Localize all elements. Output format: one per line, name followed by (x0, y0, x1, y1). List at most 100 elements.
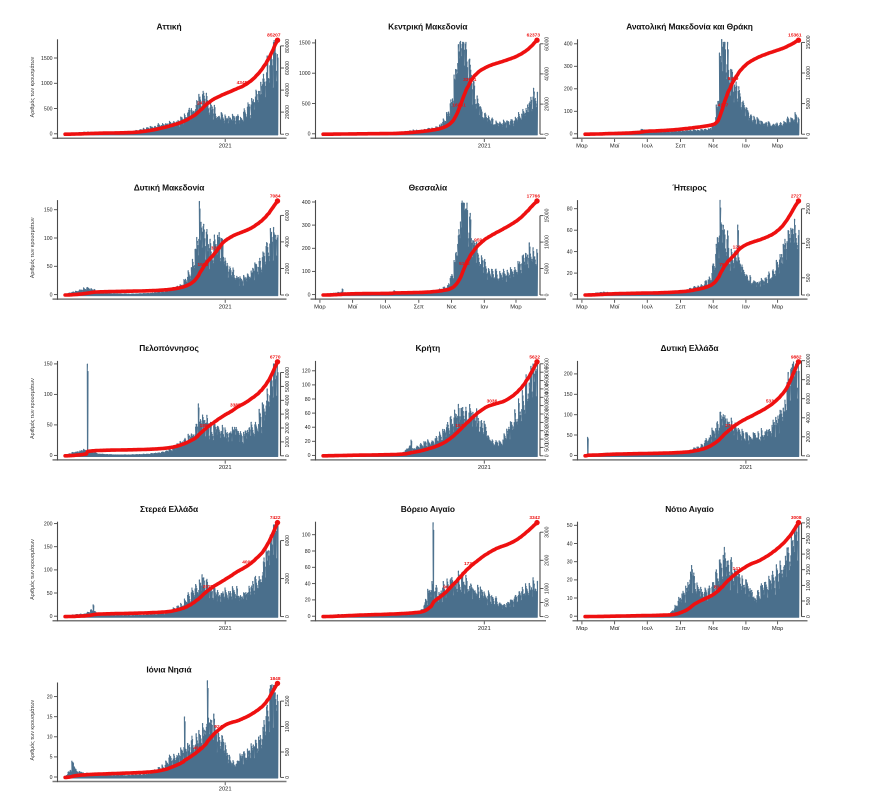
svg-text:Νοε: Νοε (708, 626, 718, 632)
svg-text:2021: 2021 (219, 626, 232, 632)
svg-text:0: 0 (806, 615, 812, 618)
svg-text:10: 10 (567, 596, 573, 602)
svg-text:3036: 3036 (487, 399, 498, 405)
svg-text:60: 60 (305, 411, 311, 417)
svg-text:Μαϊ: Μαϊ (348, 304, 358, 310)
svg-text:1000: 1000 (545, 433, 551, 444)
svg-text:120: 120 (302, 369, 311, 375)
svg-text:80: 80 (305, 549, 311, 555)
svg-text:1500: 1500 (299, 41, 311, 47)
svg-text:0: 0 (570, 453, 573, 459)
svg-text:Δυτική Μακεδονία: Δυτική Μακεδονία (134, 182, 206, 192)
svg-text:1414: 1414 (733, 566, 744, 572)
svg-text:15000: 15000 (545, 208, 551, 222)
svg-text:3008: 3008 (791, 515, 802, 521)
svg-text:Θεσσαλία: Θεσσαλία (409, 182, 448, 192)
svg-text:Νοε: Νοε (447, 304, 457, 310)
svg-text:Δυτική Ελλάδα: Δυτική Ελλάδα (661, 343, 720, 353)
svg-text:0: 0 (308, 132, 311, 138)
svg-text:300: 300 (302, 223, 311, 229)
svg-text:0: 0 (308, 614, 311, 620)
svg-text:100: 100 (564, 109, 573, 115)
svg-text:5622: 5622 (529, 354, 540, 360)
svg-text:5152: 5152 (459, 261, 470, 267)
svg-text:60: 60 (567, 228, 573, 234)
svg-text:85207: 85207 (267, 33, 281, 39)
svg-text:Στερεά Ελλάδα: Στερεά Ελλάδα (140, 504, 199, 514)
svg-text:2000: 2000 (545, 555, 551, 566)
svg-text:3342: 3342 (529, 515, 540, 521)
svg-text:1000: 1000 (41, 81, 53, 87)
svg-text:5000: 5000 (545, 263, 551, 274)
svg-text:1500: 1500 (806, 564, 812, 575)
svg-text:5500: 5500 (545, 358, 551, 369)
svg-text:200: 200 (44, 521, 53, 527)
svg-text:80: 80 (305, 397, 311, 403)
svg-text:1896: 1896 (200, 423, 211, 429)
svg-text:500: 500 (545, 598, 551, 607)
svg-text:0: 0 (806, 293, 812, 296)
svg-text:20: 20 (567, 271, 573, 277)
svg-text:Νότιο Αιγαίο: Νότιο Αιγαίο (665, 504, 714, 514)
svg-text:150: 150 (44, 208, 53, 214)
svg-text:1500: 1500 (806, 238, 812, 249)
svg-text:0: 0 (285, 776, 291, 779)
svg-text:1000: 1000 (285, 721, 291, 732)
svg-text:4500: 4500 (545, 375, 551, 386)
svg-text:9882: 9882 (791, 354, 802, 360)
svg-text:Αριθμός των κρουσμάτων: Αριθμός των κρουσμάτων (29, 700, 36, 761)
svg-text:40000: 40000 (545, 67, 551, 81)
svg-text:2021: 2021 (478, 144, 491, 150)
svg-text:Βόρειο Αιγαίο: Βόρειο Αιγαίο (401, 504, 455, 514)
svg-text:Μαϊ: Μαϊ (610, 626, 620, 632)
svg-text:1738: 1738 (464, 561, 475, 567)
svg-text:500: 500 (302, 101, 311, 107)
svg-text:3000: 3000 (806, 517, 812, 528)
svg-text:2021: 2021 (219, 144, 232, 150)
svg-text:100: 100 (44, 568, 53, 574)
svg-text:2021: 2021 (219, 465, 232, 471)
svg-text:2078: 2078 (203, 584, 214, 590)
svg-text:100: 100 (44, 392, 53, 398)
svg-text:Μαρ: Μαρ (510, 304, 522, 310)
svg-text:100: 100 (302, 269, 311, 275)
svg-text:0: 0 (285, 454, 291, 457)
svg-text:0: 0 (50, 453, 53, 459)
svg-text:80: 80 (567, 207, 573, 213)
svg-text:0: 0 (545, 133, 551, 136)
svg-text:2767: 2767 (725, 423, 736, 429)
svg-text:100: 100 (564, 413, 573, 419)
svg-text:4147: 4147 (718, 102, 729, 108)
svg-text:902: 902 (443, 585, 451, 591)
svg-text:0: 0 (285, 615, 291, 618)
svg-text:17766: 17766 (527, 194, 541, 200)
svg-text:500: 500 (44, 106, 53, 112)
svg-text:200: 200 (564, 87, 573, 93)
svg-text:4000: 4000 (806, 412, 812, 423)
svg-text:Ήπειρος: Ήπειρος (672, 182, 707, 192)
svg-text:0: 0 (50, 775, 53, 781)
svg-text:10000: 10000 (806, 66, 812, 80)
svg-text:3000: 3000 (285, 408, 291, 419)
svg-text:40: 40 (567, 541, 573, 547)
svg-text:150: 150 (44, 362, 53, 368)
svg-text:1574: 1574 (455, 423, 466, 429)
svg-text:0: 0 (570, 614, 573, 620)
svg-text:1500: 1500 (545, 425, 551, 436)
svg-text:6000: 6000 (285, 367, 291, 378)
svg-text:Σεπ: Σεπ (675, 144, 685, 150)
svg-text:6770: 6770 (270, 354, 281, 360)
svg-text:1500: 1500 (285, 695, 291, 706)
svg-text:40: 40 (305, 581, 311, 587)
svg-text:5000: 5000 (285, 381, 291, 392)
svg-text:7422: 7422 (270, 515, 281, 521)
svg-text:300: 300 (564, 64, 573, 70)
svg-text:924: 924 (214, 724, 222, 730)
svg-text:80000: 80000 (285, 39, 291, 53)
svg-text:Μαρ: Μαρ (314, 304, 326, 310)
svg-text:1984: 1984 (197, 262, 208, 268)
svg-text:2021: 2021 (219, 304, 232, 310)
svg-text:500: 500 (806, 597, 812, 606)
svg-text:Ιαν: Ιαν (742, 304, 750, 310)
svg-text:Ιουλ: Ιουλ (642, 144, 653, 150)
